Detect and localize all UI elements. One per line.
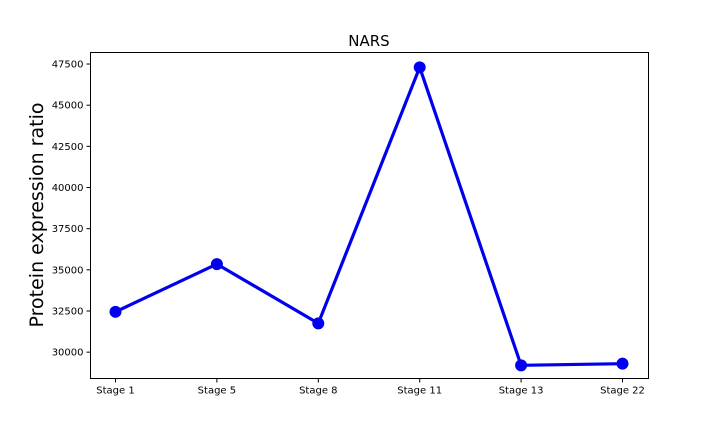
series-layer <box>109 61 629 372</box>
x-tick-label: Stage 22 <box>600 386 645 397</box>
series-line <box>113 65 625 367</box>
y-tick-label: 35000 <box>52 265 84 276</box>
data-point <box>616 357 629 370</box>
x-tick-label: Stage 13 <box>499 386 544 397</box>
data-point <box>413 61 426 74</box>
x-tick-label: Stage 1 <box>96 386 134 397</box>
data-point <box>515 359 528 372</box>
y-tick-label: 30000 <box>52 348 84 359</box>
y-tick-label: 42500 <box>52 142 84 153</box>
y-tick-label: 32500 <box>52 306 84 317</box>
data-point <box>210 258 223 271</box>
x-tick-label: Stage 11 <box>397 386 442 397</box>
y-tick-label: 45000 <box>52 101 84 112</box>
axis-ticks: 30000 32500 35000 37500 40000 42500 45000 47500… <box>52 60 645 397</box>
y-tick-label: 37500 <box>52 224 84 235</box>
plot-area-frame <box>90 52 649 379</box>
x-tick-label: Stage 8 <box>299 386 337 397</box>
data-point <box>109 305 122 318</box>
y-tick-label: 47500 <box>52 60 84 71</box>
data-point <box>312 317 325 330</box>
y-axis-label: Protein expression ratio <box>26 103 48 328</box>
y-tick-label: 40000 <box>52 183 84 194</box>
chart-title: NARS <box>348 32 389 50</box>
x-tick-label: Stage 5 <box>198 386 236 397</box>
